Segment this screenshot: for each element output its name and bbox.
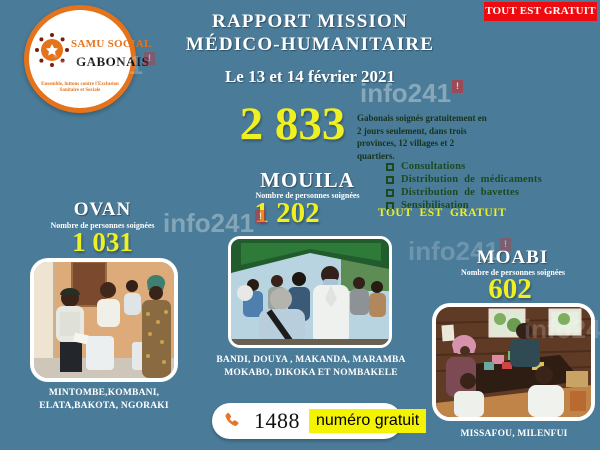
total-description: Gabonais soignés gratuitement en 2 jours… (357, 113, 487, 161)
hotline-label: numéro gratuit (309, 409, 427, 433)
checkbox-icon (386, 201, 394, 210)
location-label-moabi: Nombre de personnes soignées (460, 268, 566, 277)
service-item: Distribution de bavettes (386, 186, 542, 199)
moabi-photo-illustration (436, 307, 591, 417)
location-label-mouila: Nombre de personnes soignées (255, 191, 360, 200)
logo-emblem-icon (35, 33, 69, 67)
report-date: Le 13 et 14 février 2021 (224, 67, 396, 86)
phone-icon (225, 412, 239, 426)
checkbox-icon (386, 175, 394, 184)
location-count-moabi: 602 (488, 273, 532, 305)
logo-tagline: Ensemble, luttons contre l'Exclusion San… (41, 82, 119, 93)
services-checklist: Consultations Distribution de médicament… (386, 160, 542, 212)
title-line-2: MÉDICO-HUMANITAIRE (185, 34, 435, 55)
logo-name-line1: SAMU SOCIAL (71, 38, 152, 50)
service-label: Distribution de bavettes (401, 187, 520, 198)
total-count: 2 833 (239, 98, 346, 150)
villages-mouila: BANDI, DOUYA , MAKANDA, MARAMBA MOKABO, … (216, 355, 406, 378)
report-title: RAPPORT MISSION MÉDICO-HUMANITAIRE Le 13… (150, 10, 470, 87)
service-label: Consultations (401, 161, 466, 172)
service-item: Sensibilisation (386, 199, 542, 212)
villages-moabi: MISSAFOU, MILENFUI (460, 429, 568, 439)
location-name-moabi: MOABI (476, 247, 549, 268)
service-item: Distribution de médicaments (386, 173, 542, 186)
service-item: Consultations (386, 160, 542, 173)
location-name-mouila: MOUILA (260, 168, 355, 192)
location-name-ovan: OVAN (73, 199, 132, 220)
mouila-photo-illustration (231, 239, 389, 345)
title-line-1: RAPPORT MISSION (212, 11, 408, 32)
mouila-photo (228, 236, 392, 348)
free-note: TOUT EST GRATUIT (378, 207, 507, 219)
hotline-number: 1488 (254, 408, 300, 433)
hotline-pill: 1488 numéro gratuit (212, 403, 427, 439)
location-label-ovan: Nombre de personnes soignées (50, 221, 155, 230)
checkbox-icon (386, 162, 394, 171)
samu-social-logo: SAMU SOCIAL GABONAIS Ensemble, luttons c… (24, 5, 151, 113)
ovan-photo-illustration (34, 262, 174, 378)
moabi-photo (432, 303, 595, 421)
villages-ovan: MINTOMBE,KOMBANI, ELATA,BAKOTA, NGORAKI (39, 388, 169, 411)
location-count-ovan: 1 031 (72, 227, 133, 257)
service-label: Sensibilisation (401, 200, 469, 211)
logo-name-line2: GABONAIS (76, 54, 150, 69)
location-count-mouila: 1 202 (254, 197, 320, 229)
free-banner: TOUT EST GRATUIT (484, 2, 597, 21)
ovan-photo (30, 258, 178, 382)
checkbox-icon (386, 188, 394, 197)
service-label: Distribution de médicaments (401, 174, 542, 185)
